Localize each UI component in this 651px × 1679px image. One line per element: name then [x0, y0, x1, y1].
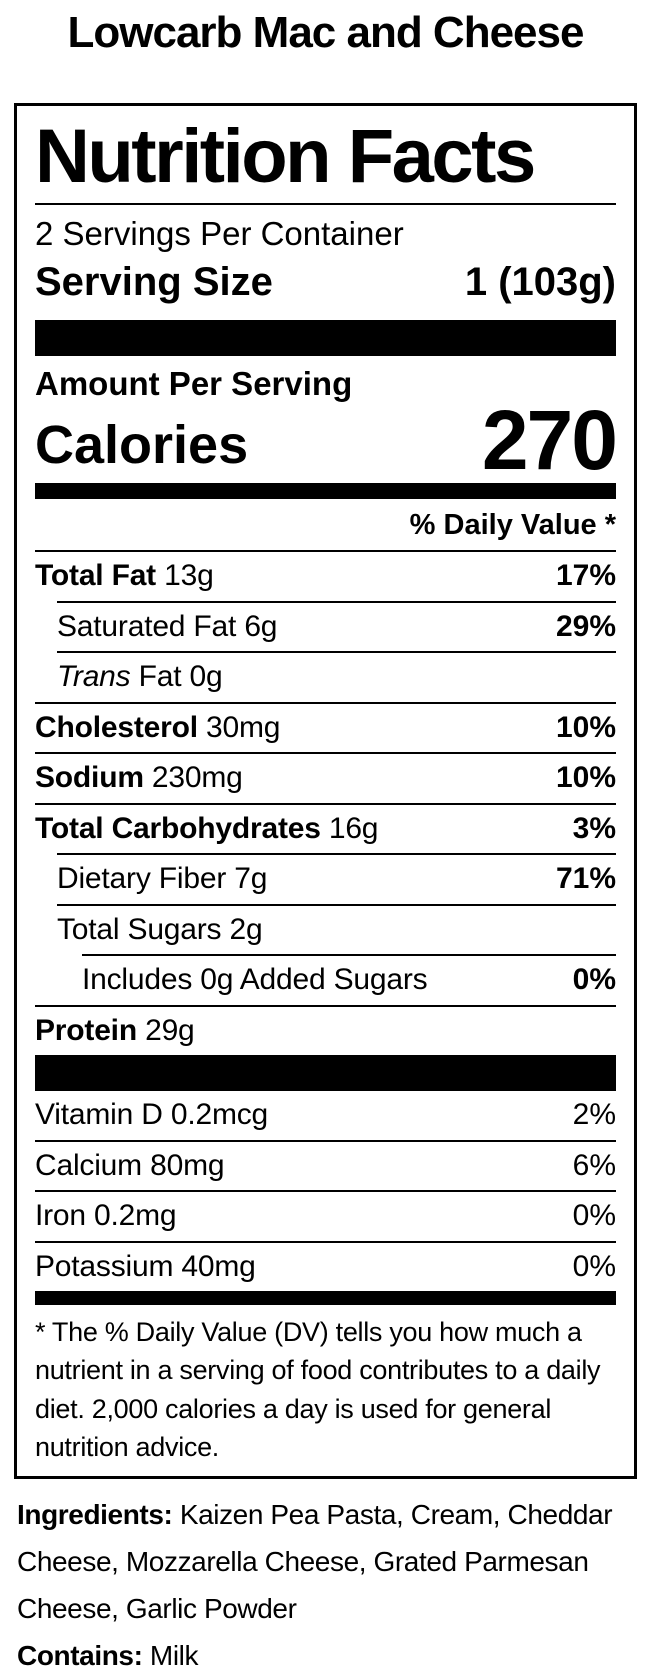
daily-value-footnote: * The % Daily Value (DV) tells you how m… [35, 1317, 601, 1463]
divider-bar [35, 483, 616, 500]
nutrient-amount: 6g [236, 609, 278, 643]
contains-text: Milk [142, 1640, 199, 1672]
nutrient-row: Trans Fat 0g [57, 651, 616, 702]
nutrient-name: Dietary Fiber 7g [57, 862, 268, 896]
nutrient-amount: 2g [221, 912, 263, 946]
nutrient-name: Total Sugars 2g [57, 912, 263, 946]
calories-label: Calories [35, 415, 249, 476]
calories-row: Calories 270 [35, 392, 618, 487]
nutrition-facts-heading: Nutrition Facts [35, 113, 536, 199]
daily-value: 6% [572, 1148, 616, 1182]
contains-label: Contains: [17, 1640, 143, 1672]
divider-bar [35, 1291, 616, 1306]
page: Lowcarb Mac and Cheese Nutrition Facts 2… [0, 8, 651, 1679]
serving-size-row: Serving Size 1 (103g) [35, 259, 616, 305]
contains: Contains: Milk [17, 1632, 634, 1679]
nutrient-amount: 7g [226, 862, 268, 896]
daily-value: 0% [572, 1199, 616, 1233]
nutrient-amount: 0g [181, 660, 223, 694]
nutrient-name: Calcium 80mg [35, 1148, 225, 1182]
nutrient-name: Iron 0.2mg [35, 1199, 177, 1233]
ingredients: Ingredients: Kaizen Pea Pasta, Cream, Ch… [17, 1491, 634, 1632]
nutrient-amount: 16g [320, 811, 379, 845]
nutrient-name: Protein 29g [35, 1013, 195, 1047]
nutrient-row: Potassium 40mg 0% [35, 1240, 616, 1292]
amount-per-serving-label: Amount Per Serving [35, 365, 353, 402]
nutrient-amount: 0.2mcg [162, 1098, 269, 1132]
daily-value: 17% [555, 559, 616, 593]
daily-value: 0% [572, 1249, 616, 1283]
nutrient-name: Vitamin D 0.2mcg [35, 1098, 269, 1132]
nutrient-row: Sodium 230mg 10% [35, 752, 616, 803]
divider-rule [35, 203, 616, 206]
nutrient-row: Total Fat 13g 17% [35, 552, 616, 601]
daily-value: 71% [555, 862, 616, 896]
nutrient-row: Vitamin D 0.2mcg 2% [35, 1091, 616, 1140]
nutrient-name: Potassium 40mg [35, 1249, 256, 1283]
recipe-title: Lowcarb Mac and Cheese [67, 8, 585, 57]
nutrient-amount: 30mg [197, 710, 281, 744]
nutrient-rows: Total Fat 13g 17% Saturated Fat 6g 29% Trans… [35, 552, 616, 1055]
divider-bar [35, 320, 616, 356]
calories-value: 270 [481, 392, 618, 487]
nutrient-row: Calcium 80mg 6% [35, 1139, 616, 1191]
nutrient-row: Total Carbohydrates 16g 3% [35, 802, 616, 854]
daily-value: 3% [572, 811, 616, 845]
nutrient-row: Includes 0g Added Sugars 0% [82, 954, 616, 1005]
nutrient-name: Trans Fat 0g [57, 660, 223, 694]
nutrient-amount: 0.2mg [85, 1199, 177, 1233]
daily-value: 0% [572, 963, 616, 997]
nutrition-facts-label: Nutrition Facts 2 Servings Per Container… [14, 102, 637, 1480]
nutrient-row: Protein 29g [35, 1004, 616, 1056]
nutrient-name: Total Fat 13g [35, 559, 214, 593]
nutrient-amount: 40mg [173, 1249, 256, 1283]
nutrient-amount: 13g [155, 559, 214, 593]
nutrient-name: Saturated Fat 6g [57, 609, 278, 643]
serving-size-value: 1 (103g) [464, 260, 616, 304]
nutrient-name: Total Carbohydrates 16g [35, 811, 379, 845]
nutrient-row: Cholesterol 30mg 10% [35, 701, 616, 753]
nutrient-amount: 80mg [141, 1148, 225, 1182]
nutrient-row: Saturated Fat 6g 29% [57, 600, 616, 652]
nutrient-row: Dietary Fiber 7g 71% [57, 853, 616, 904]
daily-value: 10% [555, 710, 616, 744]
servings-per-container: 2 Servings Per Container [35, 215, 404, 253]
daily-value: 2% [572, 1098, 616, 1132]
nutrient-name: Cholesterol 30mg [35, 710, 281, 744]
nutrient-amount: 230mg [143, 761, 243, 795]
vitamin-rows: Vitamin D 0.2mcg 2% Calcium 80mg 6% Iron 0.2… [35, 1091, 616, 1291]
divider-bar [35, 1055, 616, 1092]
nutrient-row: Total Sugars 2g [57, 903, 616, 955]
serving-size-label: Serving Size [35, 260, 273, 304]
daily-value: 10% [555, 761, 616, 795]
daily-value-header: % Daily Value * [35, 499, 616, 553]
nutrient-name: Sodium 230mg [35, 761, 243, 795]
daily-value: 29% [555, 609, 616, 643]
nutrient-amount: 29g [136, 1013, 195, 1047]
nutrient-name: Includes 0g Added Sugars [82, 963, 428, 997]
nutrient-row: Iron 0.2mg 0% [35, 1190, 616, 1241]
ingredients-label: Ingredients: [17, 1499, 173, 1531]
